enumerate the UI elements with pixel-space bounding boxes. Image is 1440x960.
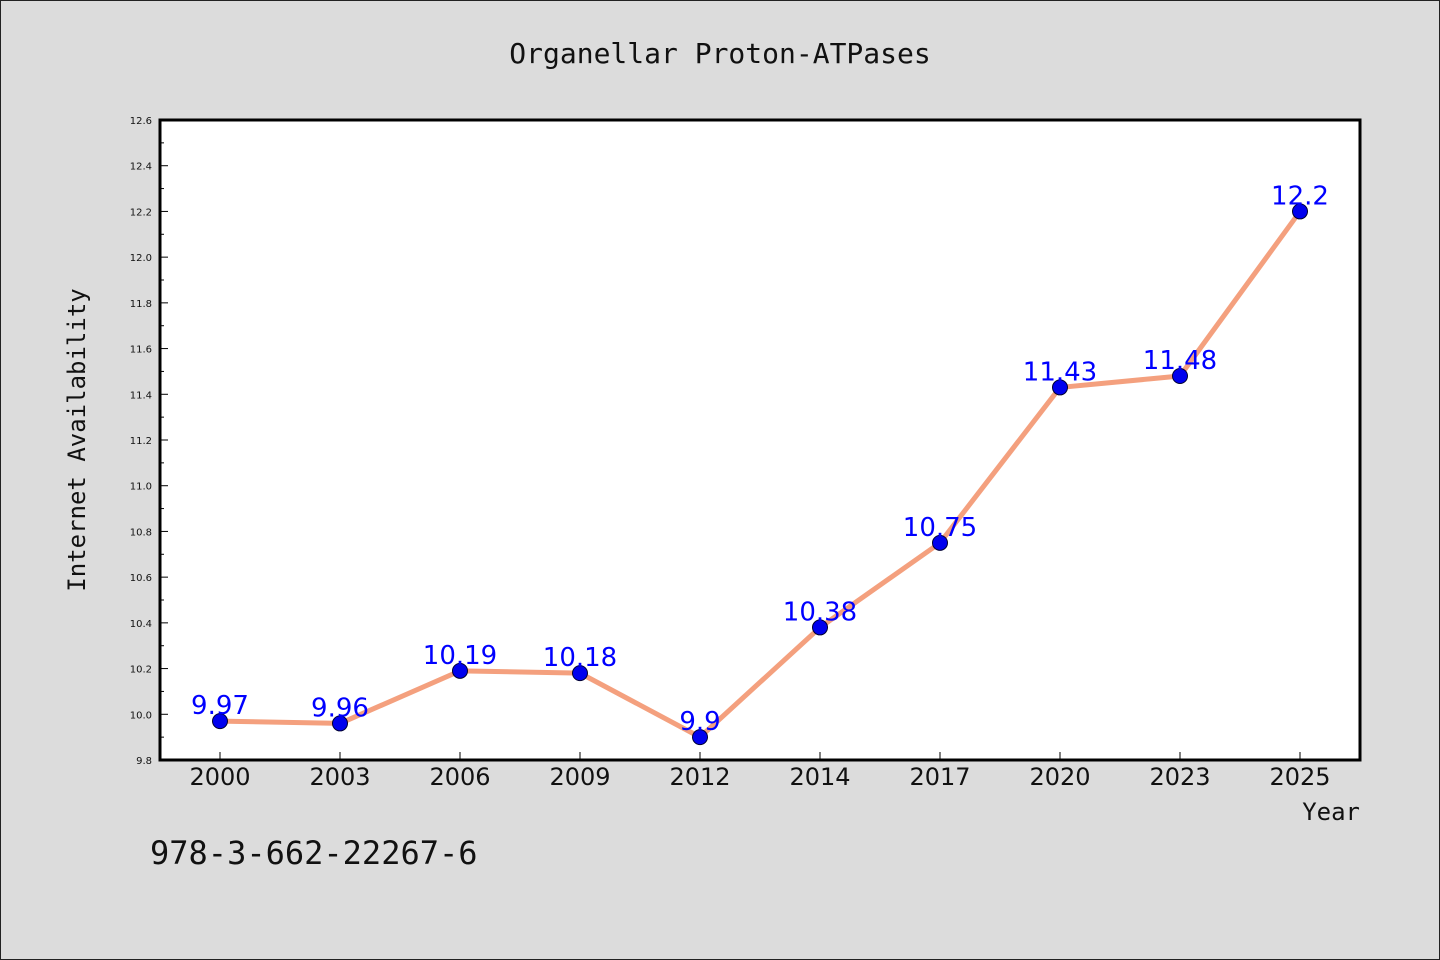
data-label: 10.18 [543, 643, 617, 673]
y-tick-label: 11.4 [130, 390, 152, 401]
isbn-text: 978-3-662-22267-6 [150, 834, 478, 872]
data-label: 10.38 [783, 597, 857, 627]
data-point [1172, 368, 1188, 384]
data-point [452, 662, 468, 679]
data-label: 11.43 [1023, 357, 1097, 387]
x-tick-label: 2000 [189, 763, 250, 791]
data-label: 10.75 [903, 513, 977, 543]
data-point [212, 713, 228, 730]
data-label: 9.97 [191, 691, 249, 721]
y-tick-label: 9.8 [136, 756, 152, 767]
x-tick-label: 2012 [669, 763, 730, 791]
x-axis: 2000 2003 2006 2009 2012 2014 2017 2020 2023 2025 [189, 752, 1331, 791]
x-tick-label: 2020 [1029, 763, 1090, 791]
data-point [1052, 379, 1068, 396]
x-tick-label: 2003 [309, 763, 370, 791]
y-tick-label: 10.2 [130, 665, 152, 676]
data-point [932, 534, 948, 551]
y-tick-label: 11.6 [130, 345, 152, 356]
y-tick-label: 11.2 [130, 436, 152, 447]
data-point [812, 619, 828, 636]
y-tick-label: 10.0 [130, 710, 152, 721]
data-point [692, 729, 708, 746]
series-markers [212, 203, 1308, 746]
x-axis-label: Year [1302, 798, 1360, 826]
series-line [217, 208, 1303, 740]
x-tick-label: 2025 [1269, 763, 1330, 791]
chart-title: Organellar Proton-ATPases [509, 37, 930, 70]
y-tick-label: 11.8 [130, 299, 152, 310]
data-label: 10.19 [423, 641, 497, 671]
data-point [1292, 203, 1308, 220]
y-tick-label: 10.8 [130, 527, 152, 538]
y-tick-label: 11.0 [130, 482, 152, 493]
y-axis: 9.8 10.0 10.2 10.4 10.6 10.8 11.0 11.2 11.4 11.6 1… [130, 116, 168, 767]
plot-area [158, 118, 1362, 762]
y-tick-label: 12.4 [130, 162, 152, 173]
x-tick-label: 2023 [1149, 763, 1210, 791]
y-tick-label: 10.6 [130, 573, 152, 584]
data-point [572, 665, 588, 682]
x-tick-label: 2009 [549, 763, 610, 791]
x-tick-label: 2017 [909, 763, 970, 791]
data-point [332, 715, 348, 732]
data-labels: 9.97 9.96 10.19 10.18 9.9 10.38 10.75 11.43 11.4… [191, 181, 1329, 737]
y-tick-label: 12.6 [130, 116, 152, 127]
y-tick-label: 10.4 [130, 619, 152, 630]
data-label: 9.9 [679, 707, 720, 737]
data-label: 9.96 [311, 693, 369, 723]
x-tick-label: 2006 [429, 763, 490, 791]
y-tick-label: 12.0 [130, 253, 152, 264]
y-tick-label: 12.2 [130, 207, 152, 218]
x-tick-label: 2014 [789, 763, 850, 791]
data-label: 12.2 [1271, 181, 1329, 211]
data-label: 11.48 [1143, 346, 1217, 376]
y-axis-label: Internet Availability [63, 288, 91, 591]
